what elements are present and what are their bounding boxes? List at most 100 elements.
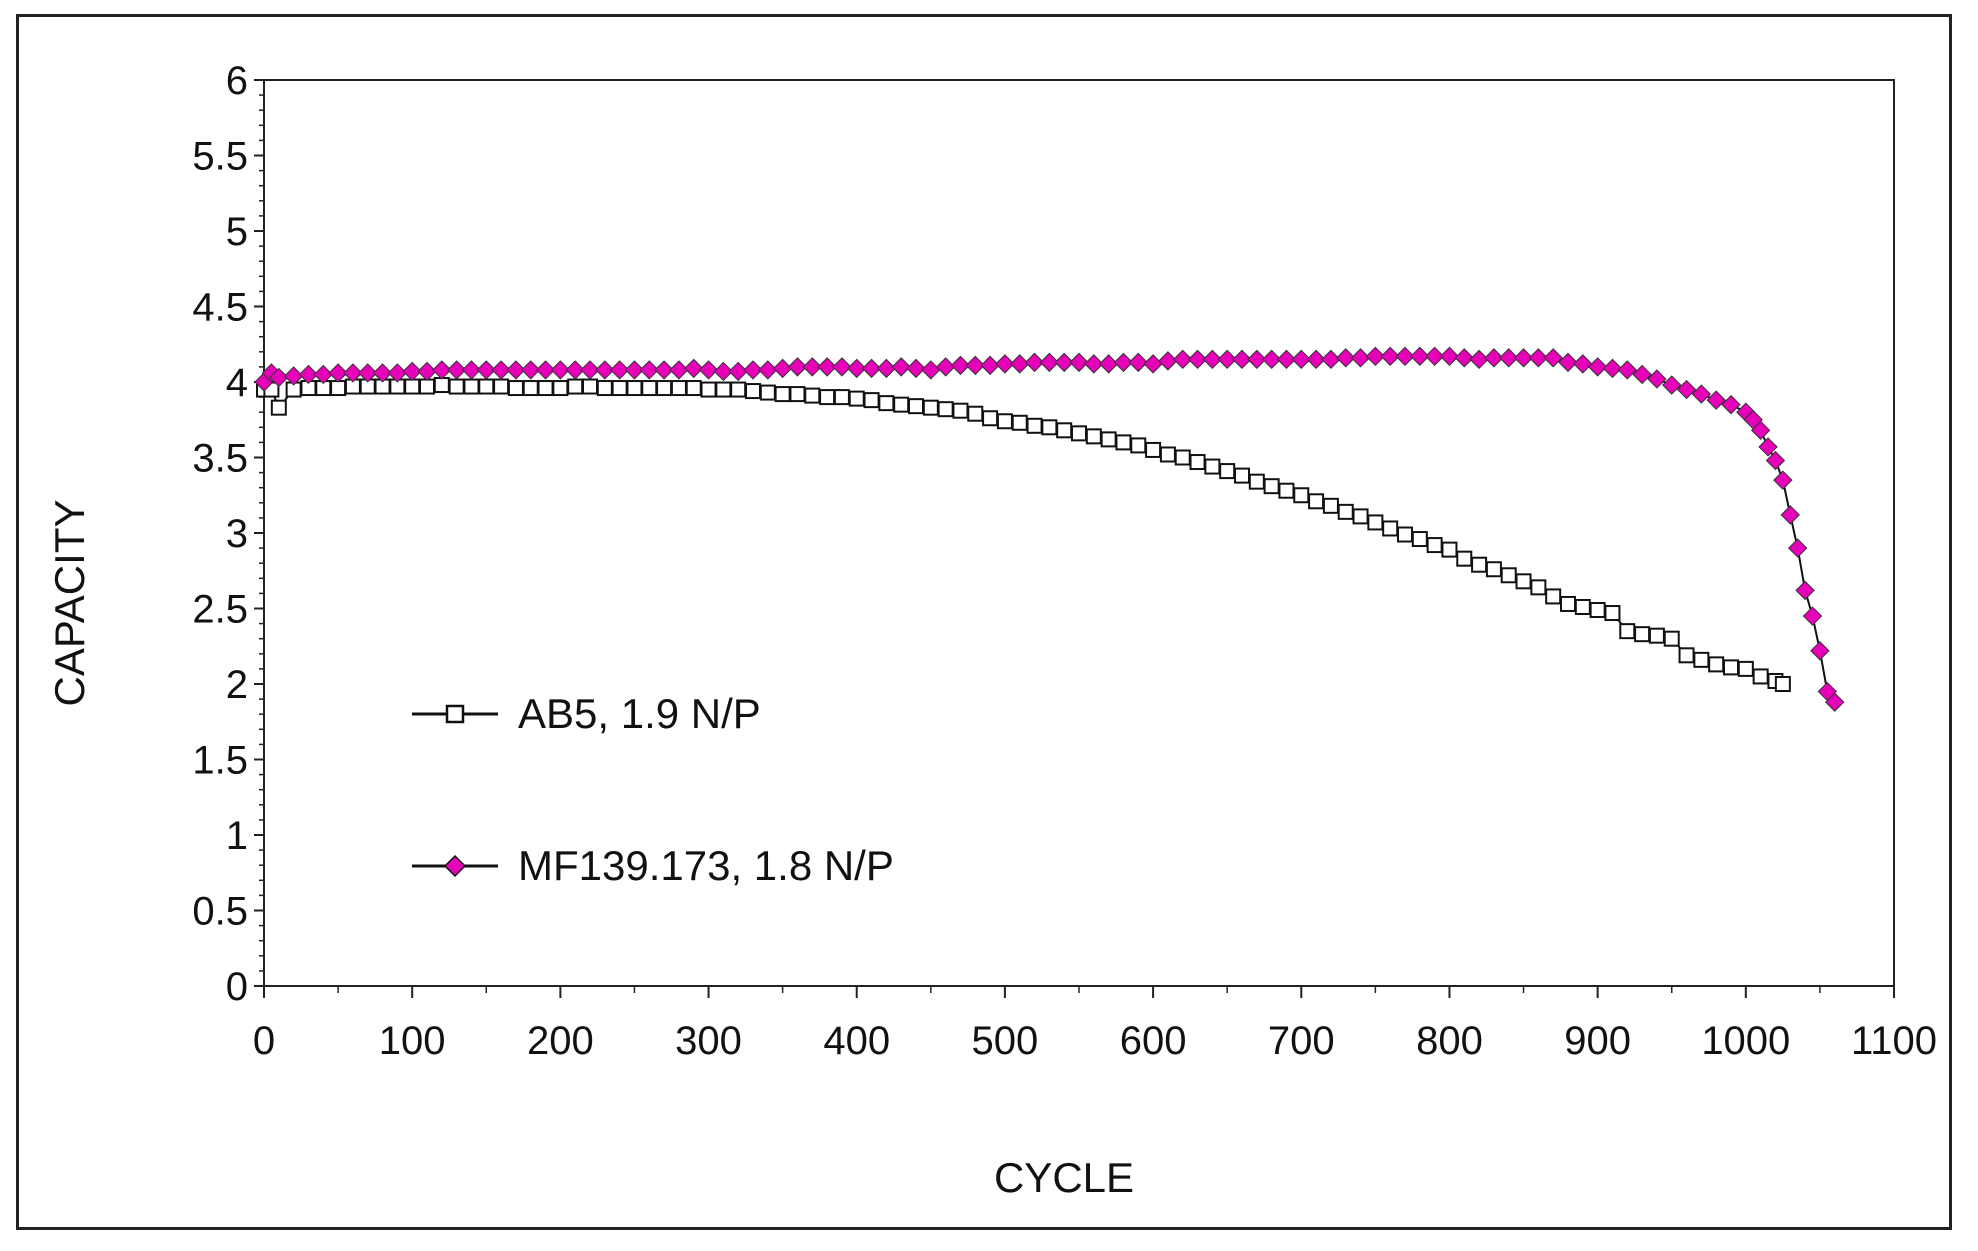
data-point <box>1367 514 1384 531</box>
series-mf139 <box>254 346 1845 712</box>
data-point <box>728 361 748 382</box>
x-tick-label: 0 <box>253 1019 275 1063</box>
data-point <box>937 401 954 418</box>
data-point <box>891 357 911 377</box>
data-point <box>476 360 496 380</box>
data-point <box>1174 449 1191 466</box>
data-point <box>1708 656 1725 673</box>
legend-marker-mf139 <box>443 854 467 878</box>
x-tick-label: 100 <box>379 1019 446 1063</box>
data-point <box>313 364 333 385</box>
data-point <box>863 392 880 409</box>
data-point <box>419 378 435 395</box>
y-tick-label: 4 <box>226 361 248 405</box>
data-point <box>1515 573 1532 590</box>
data-point <box>283 366 304 386</box>
data-point <box>1247 349 1267 370</box>
legend-marker-ab5 <box>445 704 465 724</box>
data-point <box>269 367 289 388</box>
data-point <box>922 399 939 416</box>
data-point <box>433 377 450 394</box>
data-point <box>1145 441 1162 458</box>
data-point <box>656 380 673 397</box>
data-point <box>1706 390 1726 410</box>
data-point <box>1100 431 1117 448</box>
data-point <box>1084 354 1104 374</box>
data-point <box>1189 454 1206 471</box>
data-point <box>730 381 747 398</box>
data-point <box>1395 346 1415 367</box>
data-point <box>1543 348 1563 368</box>
data-point <box>772 358 793 379</box>
data-point <box>567 378 584 395</box>
data-point <box>1054 352 1074 373</box>
x-tick-label: 700 <box>1268 1019 1335 1063</box>
y-tick-label: 4.5 <box>192 286 248 330</box>
data-point <box>698 360 719 380</box>
data-point <box>521 360 541 380</box>
data-point <box>1737 660 1754 677</box>
data-point <box>670 380 687 397</box>
data-point <box>1263 478 1280 495</box>
data-point <box>432 360 452 380</box>
data-point <box>996 413 1013 430</box>
data-point <box>1426 537 1443 554</box>
y-tick-label: 3 <box>226 512 248 556</box>
data-point <box>537 380 554 397</box>
data-point <box>1723 659 1739 676</box>
data-point <box>1382 520 1399 537</box>
data-point <box>491 360 511 380</box>
data-point <box>1337 503 1354 520</box>
data-point <box>804 387 821 404</box>
data-point <box>343 363 363 383</box>
data-point <box>1424 346 1445 367</box>
data-point <box>759 384 776 401</box>
data-point <box>878 395 895 412</box>
x-tick-label: 900 <box>1564 1019 1631 1063</box>
data-point <box>1545 588 1562 605</box>
data-point <box>270 399 287 416</box>
data-point <box>596 380 613 397</box>
data-point <box>1410 346 1430 367</box>
data-point <box>1113 352 1134 373</box>
data-point <box>743 360 763 380</box>
data-point <box>1143 354 1163 374</box>
data-point <box>1802 606 1823 626</box>
data-point <box>1010 354 1030 374</box>
data-point <box>893 396 910 413</box>
data-point <box>1513 348 1534 368</box>
data-point <box>1663 630 1680 647</box>
data-point <box>906 358 926 379</box>
data-point <box>1619 623 1636 640</box>
data-point <box>685 380 702 397</box>
data-point <box>1069 352 1089 373</box>
data-point <box>1558 352 1578 373</box>
y-tick-label: 0 <box>226 965 248 1009</box>
data-point <box>1617 360 1637 380</box>
series-ab5 <box>256 377 1791 692</box>
data-point <box>1219 463 1236 480</box>
legend-label-ab5: AB5, 1.9 N/P <box>518 690 761 737</box>
data-point <box>1159 446 1176 463</box>
data-point <box>1795 580 1815 601</box>
y-tick-label: 5 <box>226 210 248 254</box>
data-point <box>1773 470 1793 490</box>
data-point <box>819 389 836 406</box>
data-point <box>1589 602 1606 619</box>
data-point <box>1441 541 1458 558</box>
y-tick-label: 6 <box>226 59 248 103</box>
data-point <box>1528 348 1549 368</box>
data-point <box>1693 651 1710 668</box>
data-point <box>967 405 984 422</box>
data-point <box>1787 538 1808 558</box>
data-point <box>1678 647 1695 664</box>
data-point <box>1825 692 1845 712</box>
data-point <box>982 410 999 427</box>
y-axis: 0 0.5 1 1.5 2 2.5 3 3.5 4 4.5 5 5.5 6 <box>192 59 265 1009</box>
x-tick-label: 800 <box>1416 1019 1483 1063</box>
data-point <box>669 360 689 380</box>
data-point <box>1648 627 1665 644</box>
data-point <box>609 360 630 380</box>
data-point <box>1278 482 1295 499</box>
